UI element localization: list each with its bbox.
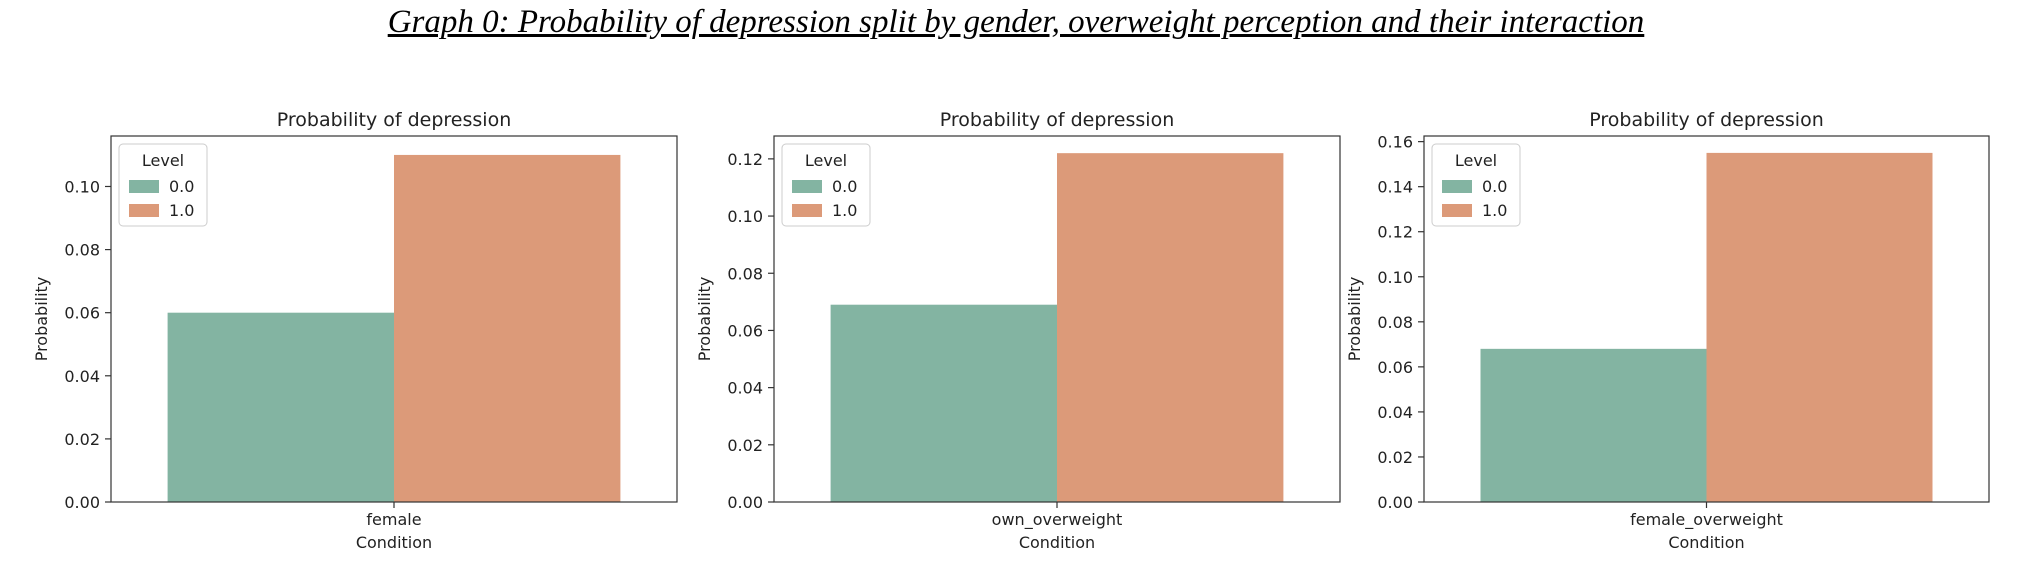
panel-title: Probability of depression — [940, 109, 1174, 131]
x-axis-label: Condition — [356, 533, 432, 552]
x-tick-label: own_overweight — [992, 510, 1123, 530]
y-tick-label: 0.08 — [727, 264, 763, 283]
legend-swatch — [129, 180, 159, 193]
legend-title: Level — [1455, 151, 1497, 170]
panel-title: Probability of depression — [1589, 109, 1823, 131]
y-tick-label: 0.08 — [64, 241, 100, 260]
chart-panel-2: Probability of depression 0.00 0.02 0.04 0.0… — [695, 109, 1341, 552]
y-tick-label: 0.02 — [727, 436, 763, 455]
legend-label: 0.0 — [169, 177, 194, 196]
bar-level-1-0 — [394, 154, 621, 502]
figure-title: Graph 0: Probability of depression split… — [387, 4, 1645, 40]
bar-level-1-0 — [1706, 152, 1933, 502]
legend-label: 1.0 — [832, 201, 857, 220]
y-tick-label: 0.10 — [1377, 268, 1413, 287]
y-tick-label: 0.04 — [727, 379, 763, 398]
legend-swatch — [792, 180, 822, 193]
y-tick-label: 0.14 — [1377, 178, 1413, 197]
y-tick-label: 0.04 — [64, 367, 100, 386]
legend-title: Level — [142, 151, 184, 170]
chart-panel-1: Probability of depression 0.00 0.02 0.04 0.0… — [32, 109, 678, 552]
x-axis-label: Condition — [1019, 533, 1095, 552]
legend-label: 1.0 — [1482, 201, 1507, 220]
legend-label: 0.0 — [832, 177, 857, 196]
y-tick-label: 0.04 — [1377, 403, 1413, 422]
bar-level-0-0 — [830, 304, 1057, 502]
y-axis-label: Probability — [1345, 277, 1364, 362]
x-axis-label: Condition — [1668, 533, 1744, 552]
y-tick-label: 0.06 — [1377, 358, 1413, 377]
y-tick-label: 0.06 — [64, 304, 100, 323]
y-axis-label: Probability — [695, 277, 714, 362]
y-tick-label: 0.00 — [1377, 493, 1413, 512]
y-tick-label: 0.00 — [64, 493, 100, 512]
y-tick-label: 0.10 — [64, 177, 100, 196]
y-axis-label: Probability — [32, 277, 51, 362]
legend-swatch — [1442, 180, 1472, 193]
y-tick-label: 0.08 — [1377, 313, 1413, 332]
legend-swatch — [792, 204, 822, 217]
bar-level-0-0 — [1480, 348, 1707, 502]
bar-level-0-0 — [167, 312, 394, 502]
y-tick-label: 0.16 — [1377, 133, 1413, 152]
legend-swatch — [1442, 204, 1472, 217]
legend-title: Level — [805, 151, 847, 170]
legend-swatch — [129, 204, 159, 217]
y-tick-label: 0.02 — [1377, 448, 1413, 467]
y-tick-label: 0.06 — [727, 321, 763, 340]
bar-level-1-0 — [1057, 153, 1284, 502]
x-tick-label: female_overweight — [1630, 510, 1783, 530]
x-tick-label: female — [366, 510, 421, 529]
y-tick-label: 0.12 — [1377, 223, 1413, 242]
y-tick-label: 0.10 — [727, 207, 763, 226]
legend-label: 1.0 — [169, 201, 194, 220]
y-tick-label: 0.02 — [64, 430, 100, 449]
y-tick-label: 0.12 — [727, 150, 763, 169]
legend-label: 0.0 — [1482, 177, 1507, 196]
chart-panel-3: Probability of depression 0.00 0.02 0.04 0.0… — [1345, 109, 1990, 552]
y-tick-label: 0.00 — [727, 493, 763, 512]
panel-title: Probability of depression — [277, 109, 511, 131]
